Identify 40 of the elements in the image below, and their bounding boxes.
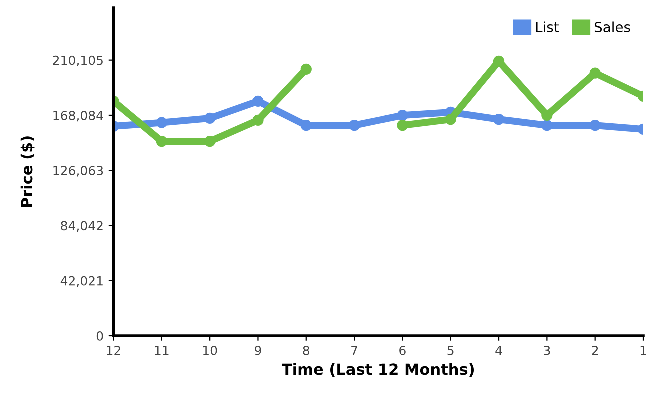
point [156,117,168,128]
y-tick-label: 210,105 [53,56,103,67]
point [156,136,168,148]
x-axis-title: Time (Last 12 Months) [282,363,474,377]
y-tick-label: 168,084 [54,110,104,122]
point [590,120,601,132]
point [300,64,312,75]
x-tick-label: 7 [352,346,358,356]
legend-label: Sales [594,22,630,33]
y-tick-label: 42,021 [60,276,103,288]
x-tick-label: 3 [544,346,550,356]
legend-label: List [536,22,559,33]
point [542,120,553,132]
x-tick-label: 9 [255,346,262,356]
x-tick-label: 12 [107,346,120,356]
y-tick-label: 84,042 [61,221,103,232]
point [300,120,312,132]
point [252,114,264,126]
x-tick-label: 5 [448,346,454,356]
x-tick-label: 10 [203,346,218,356]
point [252,96,264,107]
x-tick-label: 6 [400,346,406,356]
y-tick-label: 126,063 [54,166,104,177]
x-tick-label: 11 [155,346,169,356]
x-tick-label: 8 [303,346,310,356]
y-axis-title: Price ($) [20,136,35,208]
point [348,120,360,132]
y-tick-label: 0 [96,331,104,341]
point [204,112,216,124]
x-tick-label: 2 [592,346,598,356]
point [445,114,456,126]
point [493,56,505,67]
point [397,120,408,132]
point [397,110,408,122]
x-tick-label: 1 [640,346,646,356]
x-tick-label: 4 [496,346,502,356]
point [542,110,553,122]
point [493,114,505,126]
point [204,136,216,148]
point [590,68,601,79]
